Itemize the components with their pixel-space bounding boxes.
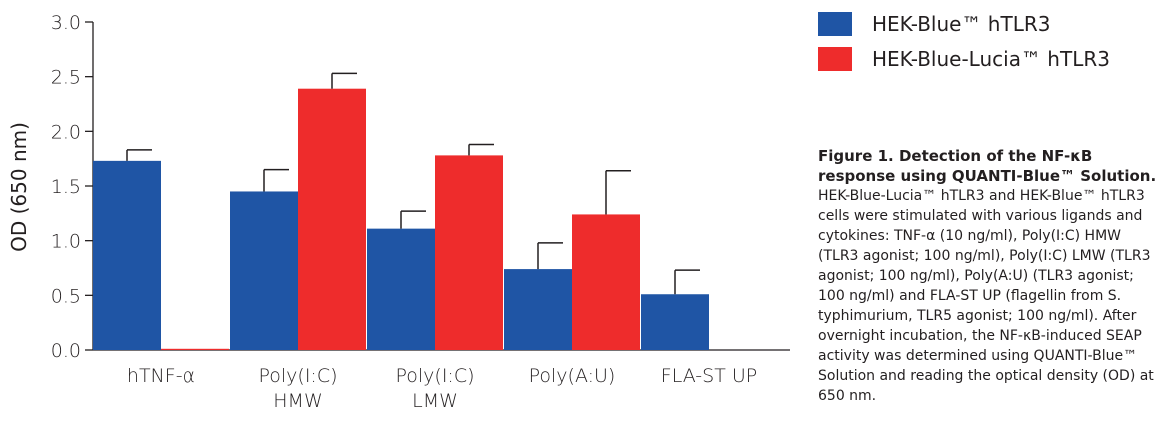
- x-tick-label: Poly(I:C) HMW: [258, 365, 337, 412]
- x-tick-label-line: FLA-ST UP: [661, 365, 757, 387]
- bar: [298, 89, 366, 350]
- legend-label: HEK-Blue-Lucia™ hTLR3: [872, 47, 1110, 71]
- legend: HEK-Blue™ hTLR3 HEK-Blue-Lucia™ hTLR3: [818, 6, 1110, 76]
- x-tick-label-line: LMW: [412, 390, 458, 412]
- legend-item-hek-blue: HEK-Blue™ hTLR3: [818, 6, 1110, 41]
- legend-swatch-red: [818, 47, 852, 71]
- x-tick-label: Poly(A:U): [529, 365, 616, 387]
- x-tick-label-line: Poly(A:U): [529, 365, 616, 387]
- y-axis: 0.0 0.5 1.0 1.5 2.0 2.5 3.0: [51, 12, 93, 362]
- caption-text: HEK-Blue-Lucia™ hTLR3 and HEK-Blue™ hTLR…: [818, 186, 1162, 406]
- x-tick-label-line: hTNF-α: [127, 365, 195, 387]
- bar: [641, 294, 709, 350]
- bar: [504, 269, 572, 350]
- bar: [93, 161, 161, 350]
- x-tick-label-line: HMW: [273, 390, 322, 412]
- bar: [572, 214, 640, 350]
- legend-label: HEK-Blue™ hTLR3: [872, 12, 1050, 36]
- bar-chart: 0.0 0.5 1.0 1.5 2.0 2.5 3.0 hTNF-α Poly(I:C) HMW…: [0, 0, 790, 424]
- x-tick-labels: hTNF-α Poly(I:C) HMW Poly(I:C) LMW Poly(A:U) F…: [127, 365, 757, 412]
- y-tick-label: 0.0: [51, 340, 81, 362]
- x-tick-label-line: Poly(I:C): [395, 365, 474, 387]
- x-tick-label-line: Poly(I:C): [258, 365, 337, 387]
- bar: [161, 349, 229, 350]
- y-tick-label: 1.5: [51, 176, 81, 198]
- y-tick-label: 2.0: [51, 121, 81, 143]
- x-tick-label: FLA-ST UP: [661, 365, 757, 387]
- y-tick-label: 1.0: [51, 231, 81, 253]
- x-tick-label: hTNF-α: [127, 365, 195, 387]
- y-tick-label: 2.5: [51, 67, 81, 89]
- y-axis-label: OD (650 nm): [7, 122, 31, 252]
- bar: [367, 229, 435, 350]
- caption-title: Figure 1. Detection of the NF-κB respons…: [818, 146, 1162, 186]
- y-tick-label: 0.5: [51, 285, 81, 307]
- legend-swatch-blue: [818, 12, 852, 36]
- legend-item-hek-blue-lucia: HEK-Blue-Lucia™ hTLR3: [818, 41, 1110, 76]
- bar: [435, 155, 503, 350]
- y-tick-label: 3.0: [51, 12, 81, 34]
- figure-caption: Figure 1. Detection of the NF-κB respons…: [818, 146, 1162, 406]
- bar: [230, 191, 298, 350]
- x-tick-label: Poly(I:C) LMW: [395, 365, 474, 412]
